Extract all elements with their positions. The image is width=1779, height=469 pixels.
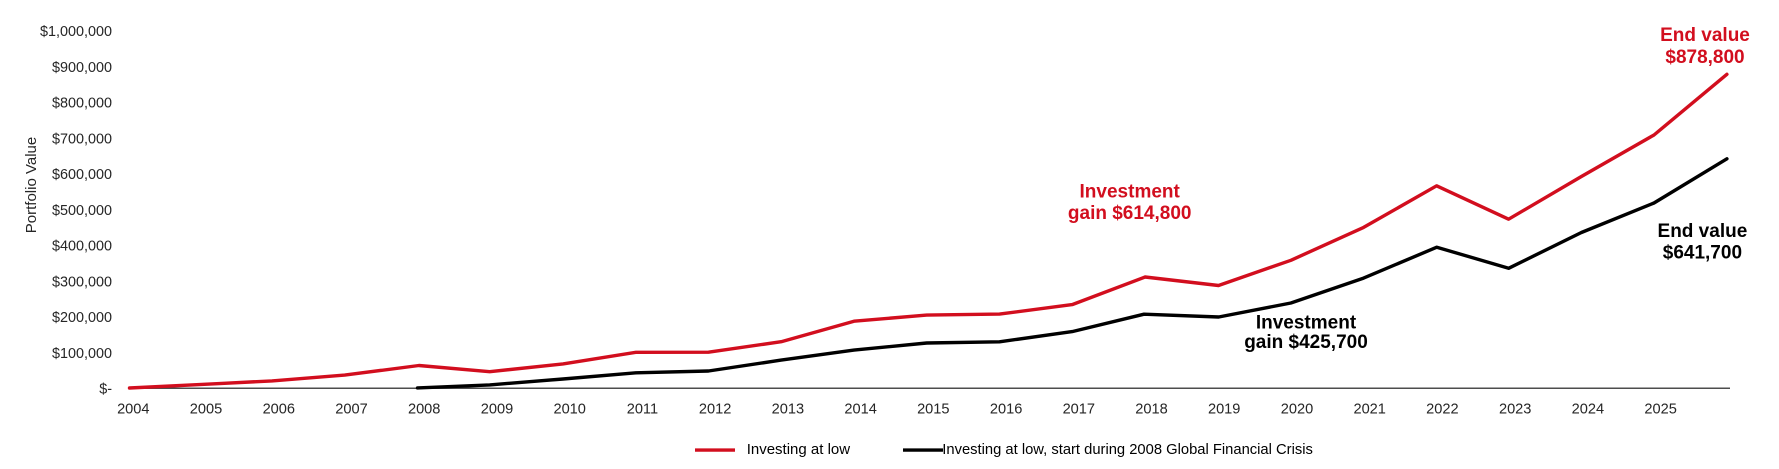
svg-text:$600,000: $600,000 [52,167,112,183]
svg-text:2011: 2011 [627,402,658,418]
svg-text:2014: 2014 [844,402,876,418]
svg-text:2004: 2004 [117,402,149,418]
svg-text:2016: 2016 [990,402,1022,418]
svg-text:gain $425,700: gain $425,700 [1244,332,1368,353]
svg-text:2024: 2024 [1572,402,1604,418]
svg-text:$700,000: $700,000 [52,131,112,147]
svg-text:$200,000: $200,000 [52,310,112,326]
svg-text:$300,000: $300,000 [52,274,112,290]
svg-text:$878,800: $878,800 [1665,47,1744,68]
svg-text:$100,000: $100,000 [52,346,112,362]
svg-text:Investing at low, start during: Investing at low, start during 2008 Glob… [942,442,1313,458]
svg-text:2012: 2012 [699,402,731,418]
svg-text:Investing at low: Investing at low [747,441,851,458]
svg-text:$800,000: $800,000 [52,96,112,112]
svg-text:$500,000: $500,000 [52,203,112,219]
svg-text:Investment: Investment [1080,182,1181,203]
svg-text:$400,000: $400,000 [52,239,112,255]
svg-text:$1,000,000: $1,000,000 [40,24,112,40]
svg-text:2013: 2013 [772,402,804,418]
svg-text:End value: End value [1660,25,1750,46]
svg-text:$900,000: $900,000 [52,60,112,76]
svg-text:2020: 2020 [1281,402,1313,418]
svg-text:2022: 2022 [1426,402,1458,418]
svg-text:2015: 2015 [917,402,949,418]
svg-text:2006: 2006 [263,402,295,418]
svg-text:2019: 2019 [1208,402,1240,418]
svg-text:End value: End value [1658,221,1748,242]
svg-text:2005: 2005 [190,402,222,418]
svg-text:2007: 2007 [335,402,367,418]
svg-text:2021: 2021 [1353,402,1385,418]
svg-text:2009: 2009 [481,402,513,418]
svg-text:Investment: Investment [1256,312,1357,333]
svg-text:2010: 2010 [553,402,585,418]
svg-text:2018: 2018 [1135,402,1167,418]
svg-text:Portfolio Value: Portfolio Value [23,137,40,233]
svg-text:2023: 2023 [1499,402,1531,418]
svg-text:gain $614,800: gain $614,800 [1068,203,1192,224]
svg-text:2017: 2017 [1063,402,1095,418]
svg-text:$-: $- [99,382,112,398]
svg-text:2025: 2025 [1644,402,1676,418]
svg-text:2008: 2008 [408,402,440,418]
svg-text:$641,700: $641,700 [1663,243,1742,264]
